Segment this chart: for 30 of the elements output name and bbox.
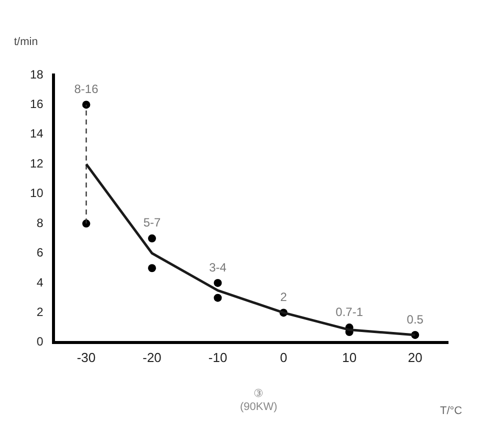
y-tick-label: 10 (30, 186, 44, 200)
annotation: 0.5 (406, 312, 424, 326)
y-tick-label: 4 (36, 275, 44, 290)
x-tick-label: -30 (76, 350, 96, 365)
point (82, 100, 90, 109)
x-tick-label: -20 (142, 350, 162, 365)
point (148, 264, 156, 272)
y-tick-label: 18 (30, 67, 44, 82)
x-tick-label: 0 (280, 350, 288, 365)
y-axis-title: t/min (14, 36, 38, 48)
annotation: 5-7 (143, 216, 162, 230)
y-tick-label: 12 (30, 156, 44, 170)
y-tick-label: 16 (30, 97, 44, 112)
y-tick-label: 0 (36, 334, 44, 349)
y-tick-label: 14 (30, 126, 44, 141)
point (214, 294, 222, 302)
x-tick-label: 10 (342, 350, 357, 365)
annotation: 3-4 (209, 260, 227, 274)
x-tick-label: 20 (408, 350, 422, 365)
annotation: 2 (280, 290, 288, 304)
x-axis-title: T/°C (440, 405, 462, 417)
y-tick-label: 8 (36, 216, 44, 230)
annotation: 0.7-1 (336, 304, 364, 319)
point (214, 278, 222, 287)
y-tick-label: 2 (36, 305, 44, 319)
y-tick-label: 6 (36, 246, 44, 260)
x-tick-label: -10 (208, 350, 228, 365)
annotation: 8-16 (74, 82, 99, 96)
point (148, 234, 156, 242)
text: ③ (90KW) (240, 388, 278, 414)
